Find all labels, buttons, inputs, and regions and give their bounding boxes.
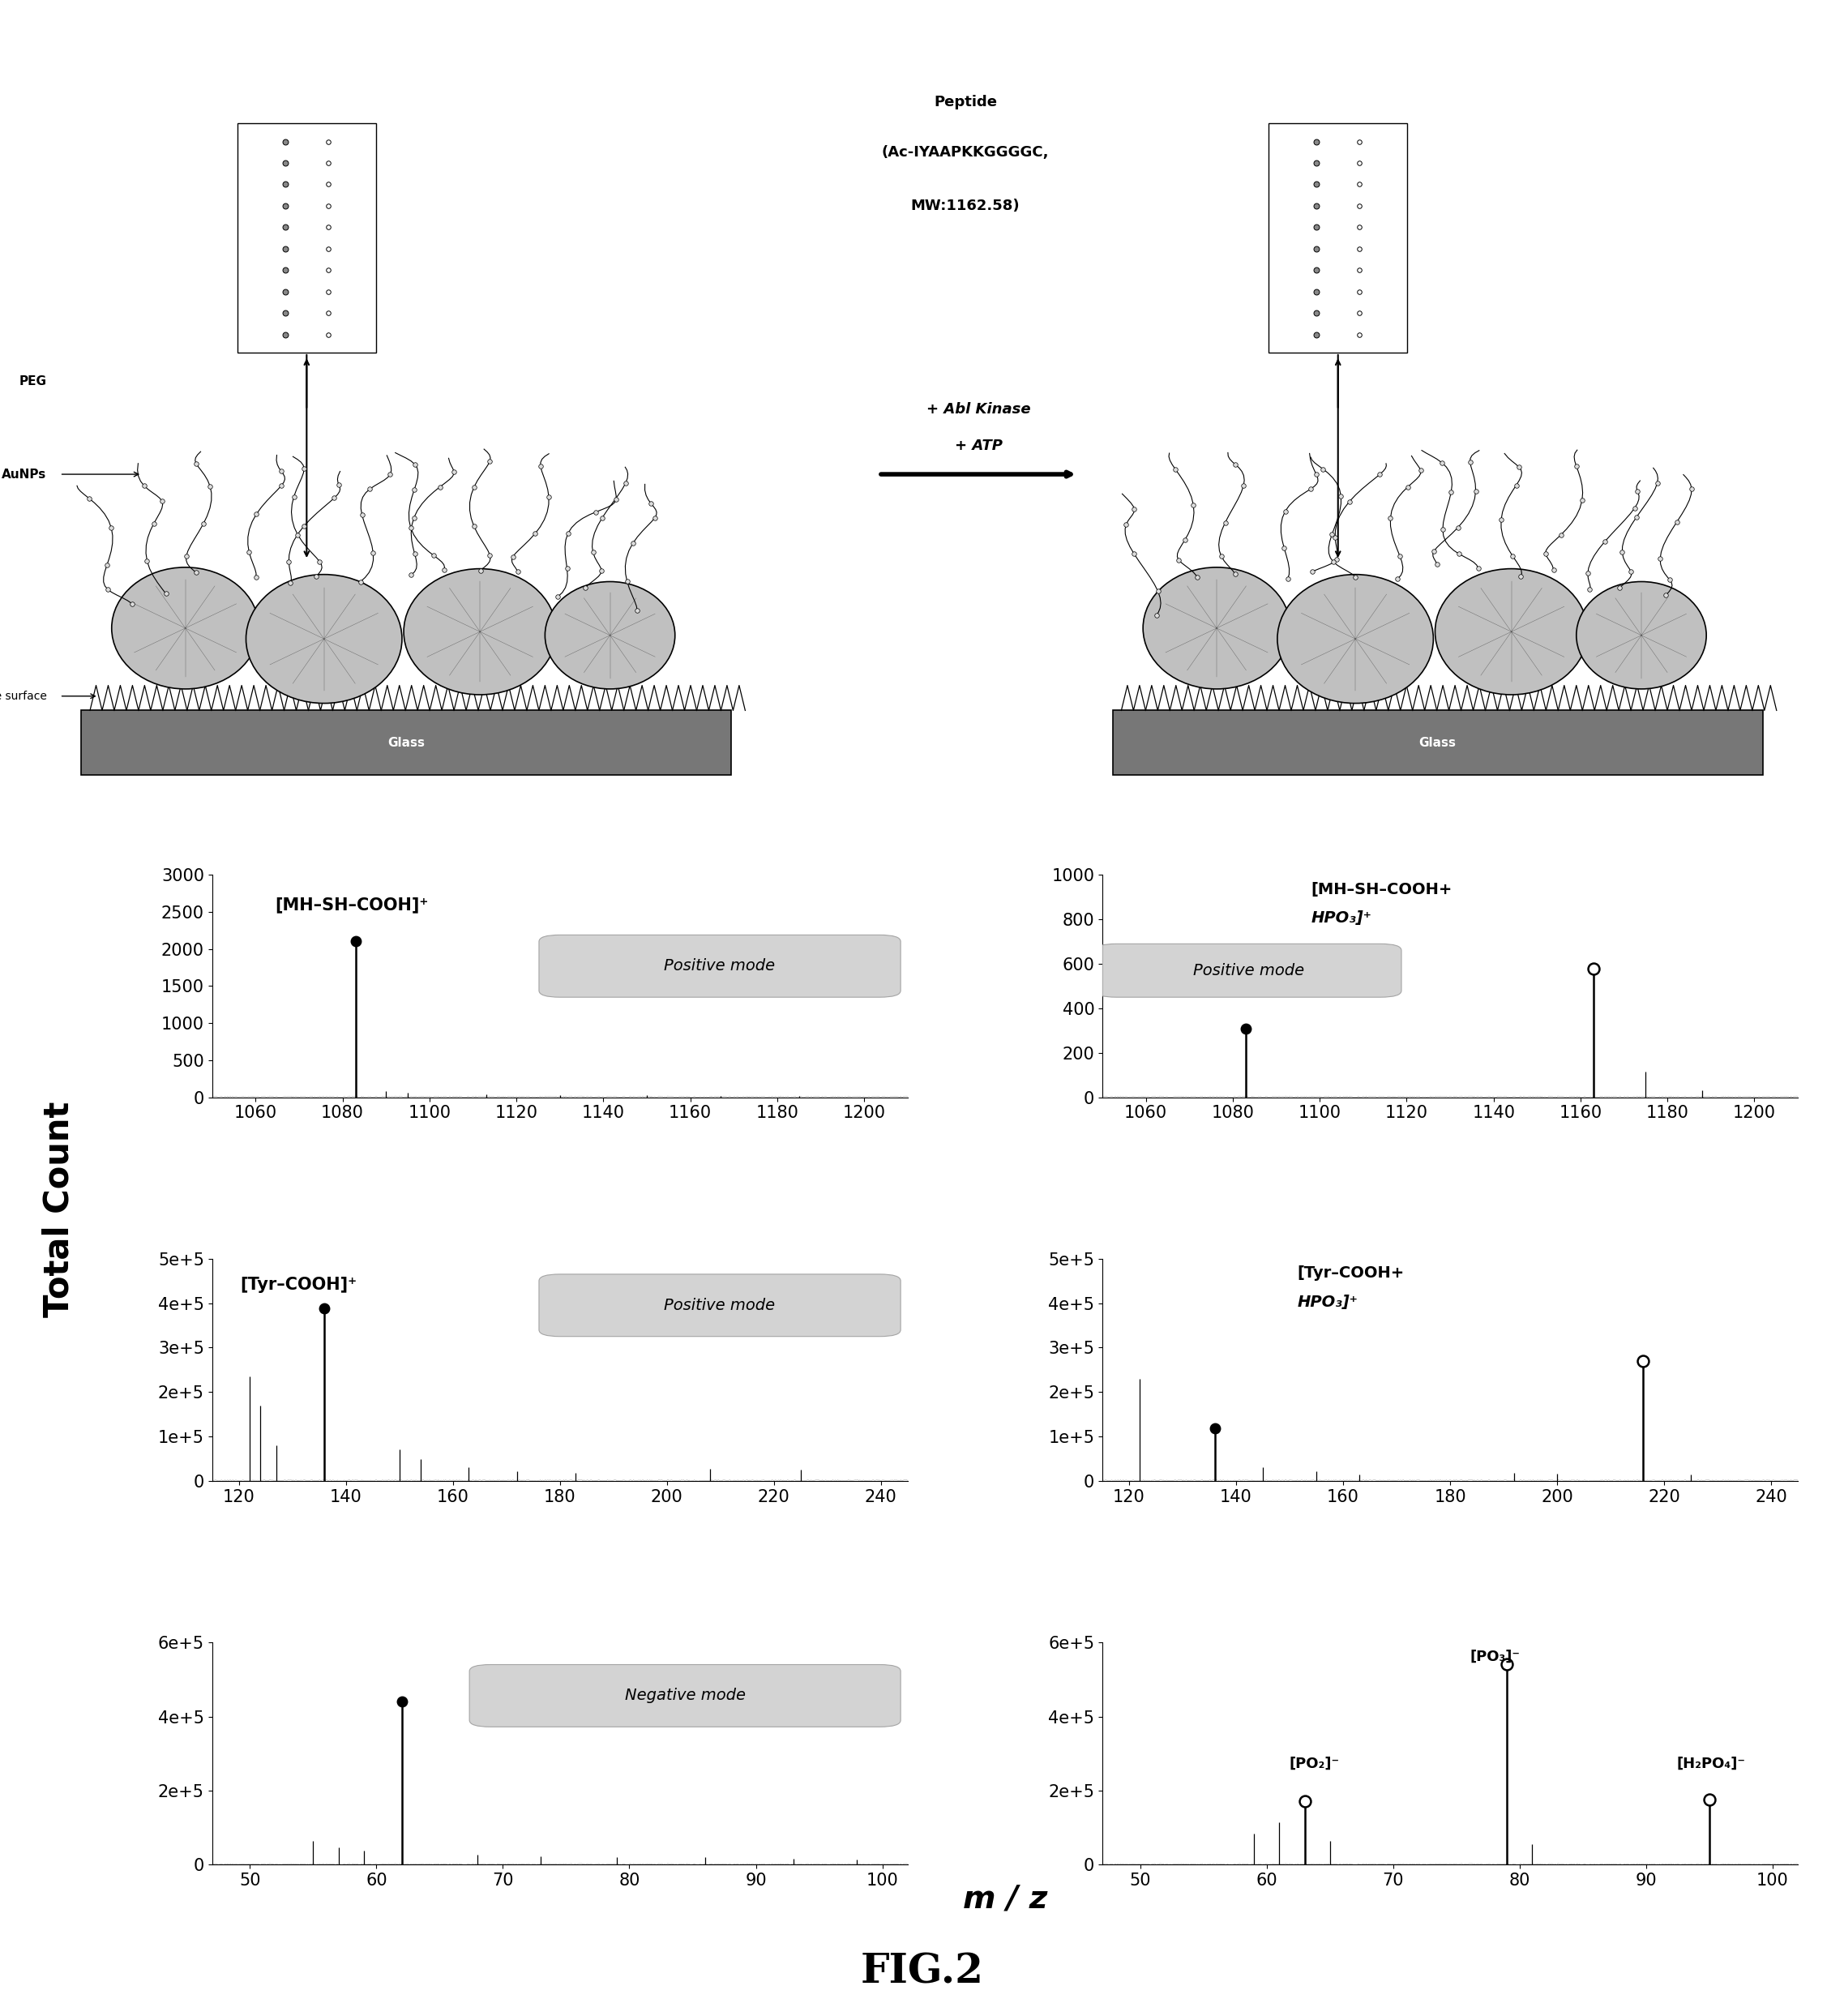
Text: [MH–SH–COOH+: [MH–SH–COOH+ bbox=[1311, 881, 1453, 897]
Text: PEG: PEG bbox=[18, 375, 46, 387]
Text: HPO₃]⁺: HPO₃]⁺ bbox=[1296, 1294, 1357, 1310]
Text: (Ac-IYAAPKKGGGGC,: (Ac-IYAAPKKGGGGC, bbox=[881, 145, 1049, 159]
FancyBboxPatch shape bbox=[538, 935, 900, 998]
Bar bbox=[1112, 710, 1763, 774]
Text: Total Count: Total Count bbox=[42, 1101, 76, 1318]
Text: Positive mode: Positive mode bbox=[664, 1298, 774, 1312]
Circle shape bbox=[404, 569, 557, 696]
FancyBboxPatch shape bbox=[538, 1274, 900, 1337]
Text: Peptide: Peptide bbox=[933, 95, 998, 109]
Text: [PO₃]⁻: [PO₃]⁻ bbox=[1470, 1649, 1521, 1663]
Text: Negative mode: Negative mode bbox=[625, 1687, 745, 1704]
Circle shape bbox=[1577, 583, 1706, 689]
Circle shape bbox=[1143, 566, 1291, 689]
Text: [Tyr–COOH]⁺: [Tyr–COOH]⁺ bbox=[240, 1276, 356, 1292]
Bar bbox=[81, 710, 732, 774]
FancyBboxPatch shape bbox=[1095, 943, 1401, 998]
Circle shape bbox=[112, 566, 258, 689]
Text: [PO₂]⁻: [PO₂]⁻ bbox=[1289, 1756, 1341, 1772]
Text: MW:1162.58): MW:1162.58) bbox=[911, 200, 1020, 214]
Bar bbox=[1269, 123, 1407, 353]
Text: Positive mode: Positive mode bbox=[664, 958, 774, 974]
Circle shape bbox=[245, 575, 402, 704]
Text: Amine surface: Amine surface bbox=[0, 689, 46, 702]
Text: [MH–SH–COOH]⁺: [MH–SH–COOH]⁺ bbox=[275, 897, 428, 913]
Circle shape bbox=[546, 583, 675, 689]
Text: [Tyr–COOH+: [Tyr–COOH+ bbox=[1296, 1266, 1405, 1280]
Text: + ATP: + ATP bbox=[955, 437, 1003, 454]
Text: Glass: Glass bbox=[387, 736, 424, 748]
Text: AuNPs: AuNPs bbox=[2, 468, 46, 480]
Circle shape bbox=[1278, 575, 1433, 704]
Text: Glass: Glass bbox=[1420, 736, 1457, 748]
FancyBboxPatch shape bbox=[470, 1665, 900, 1728]
Text: + Abl Kinase: + Abl Kinase bbox=[926, 403, 1031, 417]
Text: [H₂PO₄]⁻: [H₂PO₄]⁻ bbox=[1676, 1756, 1746, 1772]
Circle shape bbox=[1435, 569, 1588, 696]
Text: HPO₃]⁺: HPO₃]⁺ bbox=[1311, 911, 1372, 925]
Text: m / z: m / z bbox=[963, 1883, 1047, 1915]
Text: Positive mode: Positive mode bbox=[1193, 964, 1304, 978]
Text: FIG.2: FIG.2 bbox=[861, 1951, 983, 1992]
Bar bbox=[238, 123, 376, 353]
